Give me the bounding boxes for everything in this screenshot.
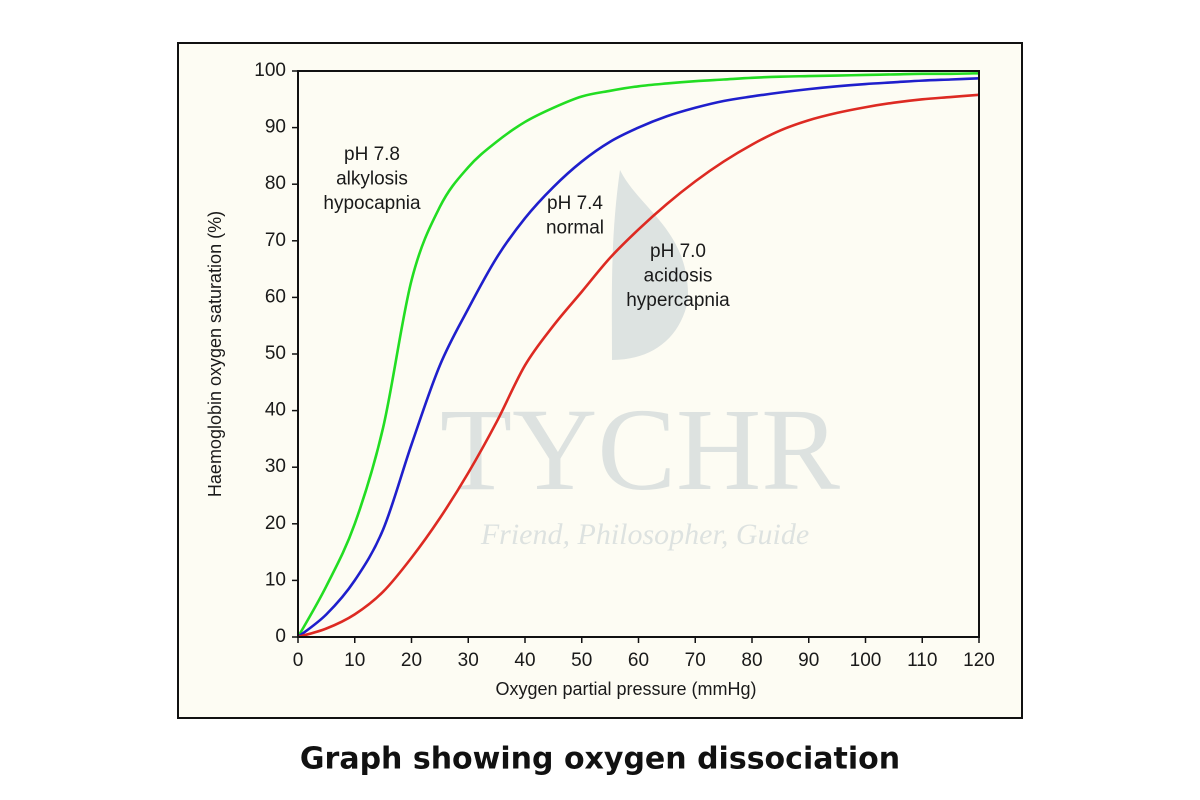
- y-tick-label: 20: [265, 513, 286, 534]
- annotation: hypocapnia: [323, 193, 421, 214]
- y-tick-label: 90: [265, 117, 286, 138]
- y-tick-label: 60: [265, 286, 286, 307]
- y-tick-label: 100: [254, 60, 286, 81]
- caption: Graph showing oxygen dissociation: [300, 742, 900, 777]
- watermark-logo: [611, 170, 689, 360]
- watermark-tagline: Friend, Philosopher, Guide: [480, 518, 809, 551]
- x-axis-title: Oxygen partial pressure (mmHg): [495, 679, 756, 699]
- annotation: hypercapnia: [626, 290, 730, 311]
- annotation: pH 7.0: [650, 241, 706, 262]
- annotation: pH 7.8: [344, 144, 400, 165]
- x-tick-label: 0: [293, 650, 304, 671]
- watermark-text: TYCHR: [440, 384, 840, 515]
- y-tick-label: 40: [265, 400, 286, 421]
- annotation: acidosis: [644, 266, 713, 287]
- x-tick-label: 10: [344, 650, 365, 671]
- plot-border: [297, 70, 980, 638]
- x-tick-label: 60: [628, 650, 649, 671]
- y-tick-label: 50: [265, 343, 286, 364]
- x-tick-label: 110: [907, 650, 937, 671]
- y-tick-label: 0: [275, 626, 286, 647]
- watermark: TYCHR Friend, Philosopher, Guide: [440, 170, 840, 551]
- x-tick-label: 40: [514, 650, 535, 671]
- y-tick-label: 80: [265, 173, 286, 194]
- x-tick-label: 100: [850, 650, 882, 671]
- series-line: [297, 77, 980, 639]
- y-tick-label: 30: [265, 456, 286, 477]
- x-tick-label: 80: [741, 650, 762, 671]
- x-tick-label: 70: [685, 650, 706, 671]
- x-tick-label: 50: [571, 650, 592, 671]
- y-tick-label: 10: [265, 569, 286, 590]
- y-tick-label: 70: [265, 230, 286, 251]
- y-axis-title: Haemoglobin oxygen saturation (%): [205, 211, 225, 497]
- x-tick-label: 120: [963, 650, 995, 671]
- chart-frame: [177, 42, 1023, 719]
- x-tick-label: 30: [458, 650, 479, 671]
- series-line: [297, 93, 980, 639]
- x-tick-label: 90: [798, 650, 819, 671]
- x-tick-label: 20: [401, 650, 422, 671]
- annotation: normal: [546, 218, 604, 239]
- annotation: alkylosis: [336, 169, 408, 190]
- series-line: [296, 71, 980, 638]
- annotation: pH 7.4: [547, 193, 603, 214]
